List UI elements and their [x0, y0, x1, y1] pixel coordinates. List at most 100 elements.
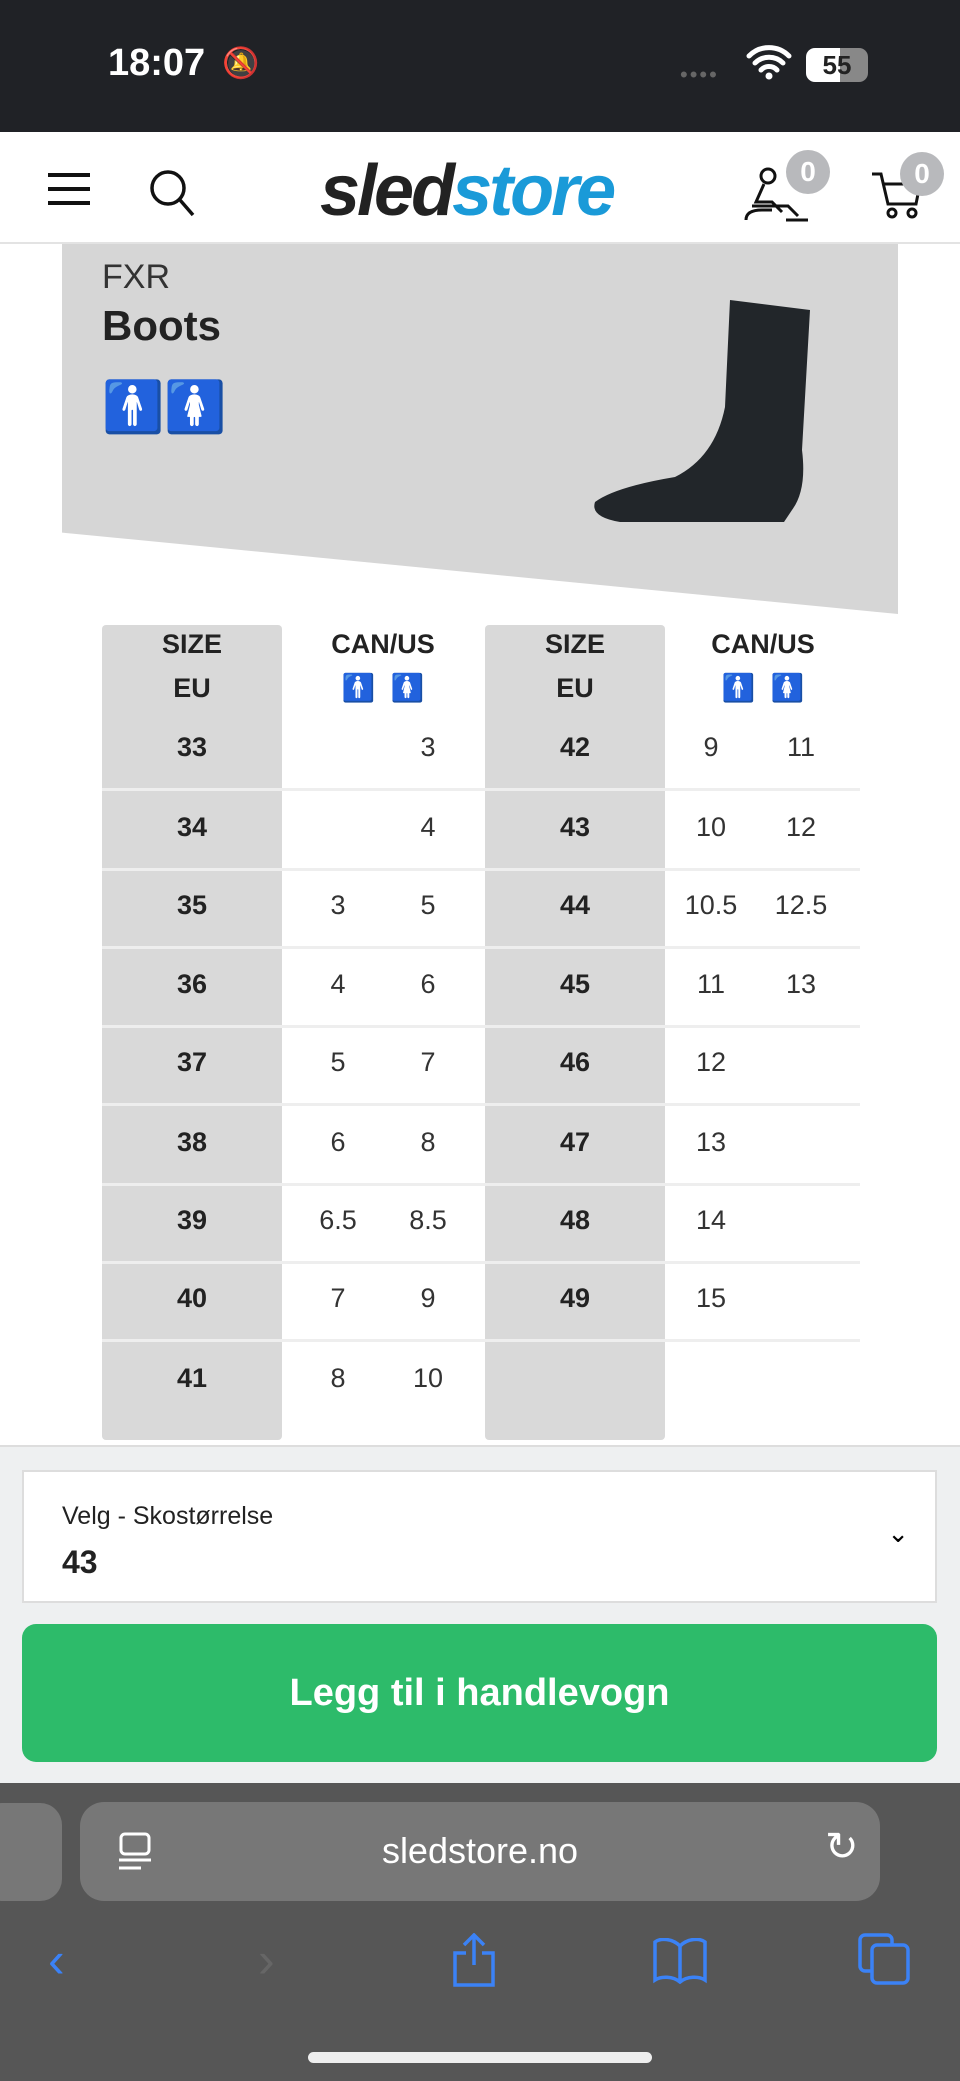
women-size-cell: 9: [420, 1283, 436, 1313]
men-size-cell: 5: [330, 1047, 346, 1077]
size-eu-cell: 34: [176, 812, 208, 842]
size-eu-cell: 42: [559, 732, 591, 762]
men-size-cell: 12: [695, 1047, 727, 1077]
brand-name: FXR: [102, 258, 170, 296]
row-divider: [485, 946, 860, 949]
search-icon[interactable]: [148, 168, 196, 218]
size-eu-cell: 35: [176, 890, 208, 920]
size-select-value: 43: [62, 1544, 98, 1580]
browser-toolbar: sledstore.no ↻ ‹ ›: [0, 1783, 960, 2081]
snowmobile-rider-icon: [744, 167, 808, 222]
row-divider: [102, 1183, 485, 1186]
status-bar: 18:07 🔕 •••• 55: [0, 0, 960, 132]
women-size-cell: 7: [420, 1047, 436, 1077]
site-header: sledstore 0 0: [0, 132, 960, 244]
women-size-cell: 10: [412, 1363, 444, 1393]
size-select-label: Velg - Skostørrelse: [62, 1502, 274, 1530]
add-to-cart-button[interactable]: Legg til i handlevogn: [22, 1624, 937, 1762]
row-divider: [102, 1261, 485, 1264]
women-size-cell: 6: [420, 969, 436, 999]
women-size-cell: 11: [786, 732, 816, 762]
men-size-cell: 10.5: [684, 890, 738, 920]
row-divider: [102, 1025, 485, 1028]
clock: 18:07: [108, 42, 206, 84]
account-button[interactable]: 0: [742, 150, 830, 231]
men-size-cell: 13: [695, 1127, 727, 1157]
women-size-cell: 13: [785, 969, 817, 999]
reader-icon[interactable]: [118, 1832, 152, 1872]
size-eu-cell: 33: [176, 732, 208, 762]
men-size-cell: 6: [330, 1127, 346, 1157]
reload-icon[interactable]: ↻: [825, 1825, 859, 1869]
row-divider: [485, 1025, 860, 1028]
men-size-cell: 3: [330, 890, 346, 920]
product-category-title: Boots: [102, 302, 221, 349]
row-divider: [485, 1339, 860, 1342]
size-eu-cell: 38: [176, 1127, 208, 1157]
row-divider: [485, 1183, 860, 1186]
size-eu-cell: 40: [176, 1283, 208, 1313]
unisex-icon: 🚹🚺: [102, 379, 227, 435]
size-eu-cell: 36: [176, 969, 208, 999]
size-select[interactable]: Velg - Skostørrelse 43 ⌄: [22, 1470, 937, 1603]
signal-icon: ••••: [680, 62, 719, 87]
row-divider: [485, 788, 860, 791]
row-divider: [102, 1103, 485, 1106]
silent-bell-icon: 🔕: [222, 47, 260, 80]
size-eu-cell: 44: [559, 890, 591, 920]
size-eu-cell: 47: [559, 1127, 591, 1157]
row-divider: [102, 788, 485, 791]
cart-badge: 0: [900, 152, 944, 196]
battery-icon: 55: [806, 48, 868, 82]
size-eu-cell: 45: [559, 969, 591, 999]
bookmarks-icon[interactable]: [652, 1938, 708, 1984]
men-size-cell: 4: [330, 969, 346, 999]
cart-button[interactable]: 0: [870, 152, 944, 225]
men-size-cell: 7: [330, 1283, 346, 1313]
sledstore-logo[interactable]: sledstore: [320, 151, 616, 231]
row-divider: [102, 868, 485, 871]
men-women-icons: 🚹 🚺: [721, 673, 805, 703]
account-badge: 0: [786, 150, 830, 194]
size-eu-column-left: [102, 625, 282, 1440]
women-size-cell: 12.5: [774, 890, 828, 920]
row-divider: [485, 1103, 860, 1106]
share-icon[interactable]: [452, 1933, 496, 1987]
men-size-cell: 6.5: [319, 1205, 357, 1235]
women-size-cell: 12: [785, 812, 817, 842]
women-size-cell: 8: [420, 1127, 436, 1157]
back-icon[interactable]: ‹: [48, 1932, 65, 1988]
can-us-header: CAN/US 🚹 🚺: [283, 622, 483, 710]
women-size-cell: 5: [420, 890, 436, 920]
women-size-cell: 8.5: [409, 1205, 447, 1235]
forward-icon[interactable]: ›: [258, 1932, 275, 1988]
boot-silhouette-icon: [594, 300, 810, 522]
previous-tab[interactable]: [0, 1803, 62, 1901]
men-size-cell: 14: [695, 1205, 727, 1235]
size-eu-header: SIZE EU: [161, 629, 222, 703]
size-eu-cell: 37: [176, 1047, 208, 1077]
wifi-icon: [746, 45, 792, 80]
women-size-cell: 3: [420, 732, 436, 762]
women-size-cell: 4: [420, 812, 436, 842]
men-size-cell: 11: [696, 969, 726, 999]
menu-icon[interactable]: [48, 172, 90, 206]
size-eu-cell: 49: [559, 1283, 591, 1313]
address-bar[interactable]: sledstore.no ↻: [80, 1802, 880, 1901]
row-divider: [485, 1261, 860, 1264]
size-eu-header: SIZE EU: [544, 629, 605, 703]
purchase-panel: Velg - Skostørrelse 43 ⌄ Legg til i hand…: [0, 1445, 960, 1783]
row-divider: [485, 868, 860, 871]
men-size-cell: 15: [695, 1283, 727, 1313]
can-us-header: CAN/US 🚹 🚺: [666, 622, 860, 710]
size-eu-cell: 39: [176, 1205, 208, 1235]
row-divider: [102, 1339, 485, 1342]
men-size-cell: 9: [703, 732, 719, 762]
tabs-icon[interactable]: [858, 1933, 912, 1985]
men-size-cell: 10: [695, 812, 727, 842]
home-indicator: [308, 2052, 652, 2063]
size-eu-cell: 41: [176, 1363, 208, 1393]
size-eu-column-right: [485, 625, 665, 1440]
url-text: sledstore.no: [381, 1830, 579, 1871]
size-eu-cell: 46: [559, 1047, 591, 1077]
